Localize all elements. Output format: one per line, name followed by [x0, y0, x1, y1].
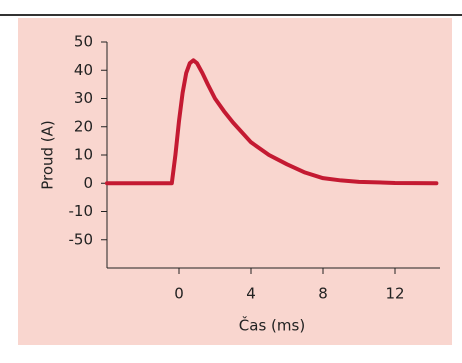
x-tick-label: 0 — [174, 285, 184, 303]
y-axis-label: Proud (A) — [39, 120, 57, 190]
y-tick-label: -10 — [69, 202, 94, 220]
y-tick-label: -50 — [69, 230, 94, 248]
x-tick-label: 8 — [318, 285, 328, 303]
x-axis-label: Čas (ms) — [239, 316, 305, 335]
x-tick-label: 12 — [385, 285, 404, 303]
y-tick-label: 10 — [74, 146, 93, 164]
y-tick-label: 0 — [83, 174, 93, 192]
y-tick-label: 20 — [74, 117, 93, 135]
y-tick-label: 40 — [74, 61, 93, 79]
y-tick-label: 50 — [74, 33, 93, 51]
x-tick-label: 4 — [246, 285, 256, 303]
line-series — [105, 58, 439, 186]
y-tick-label: 30 — [74, 89, 93, 107]
